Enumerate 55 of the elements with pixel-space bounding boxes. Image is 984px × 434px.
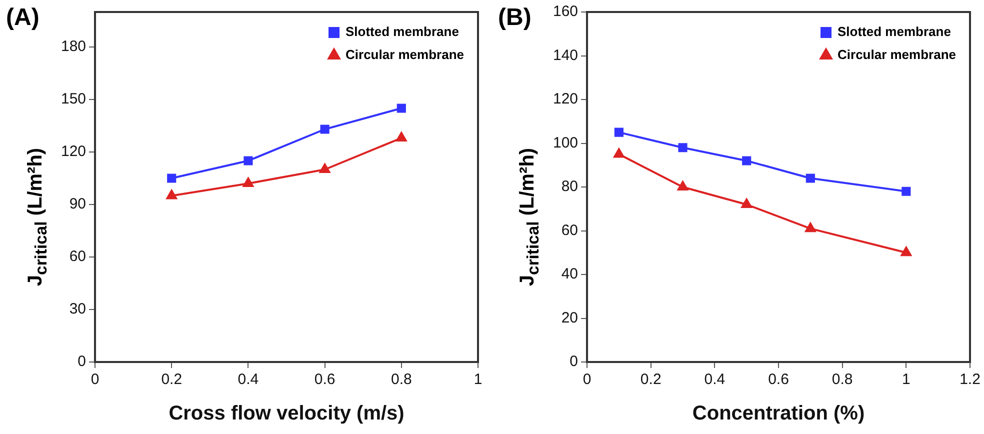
x-axis-title: Cross flow velocity (m/s)	[168, 402, 404, 425]
point	[806, 174, 815, 183]
x-axis-title: Concentration (%)	[692, 402, 865, 425]
y-tick-label: 40	[561, 266, 578, 283]
point	[614, 148, 624, 158]
point	[805, 222, 816, 232]
x-tick-label: 1.2	[960, 371, 980, 388]
y-tick-label: 80	[561, 178, 578, 196]
y-tick-label: 60	[561, 222, 578, 239]
point	[244, 156, 253, 166]
y-tick-label: 150	[60, 90, 86, 108]
x-tick-label: 0.4	[704, 371, 726, 388]
y-tick-label: 160	[552, 3, 578, 20]
x-tick-label: 0	[582, 371, 592, 388]
y-tick-label: 60	[69, 248, 86, 266]
x-tick-label: 0.4	[238, 371, 259, 388]
x-tick-label: 1	[474, 371, 482, 388]
y-tick-label: 0	[78, 353, 86, 370]
legend-label: Slotted membrane	[838, 24, 951, 40]
legend-label: Circular membrane	[346, 47, 464, 62]
x-tick-label: 0.8	[832, 371, 853, 388]
y-tick-label: 90	[69, 196, 86, 213]
point	[677, 181, 688, 190]
x-tick-label: 1	[902, 371, 910, 388]
y-tick-label: 140	[552, 46, 578, 64]
x-tick-label: 0.8	[390, 371, 412, 388]
y-tick-label: 100	[552, 134, 578, 152]
x-tick-label: 0.2	[640, 371, 662, 388]
point	[741, 198, 752, 208]
x-tick-label: 0.6	[768, 371, 789, 388]
legend-label: Circular membrane	[838, 47, 956, 62]
point	[166, 190, 177, 200]
y-tick-label: 0	[570, 353, 578, 370]
x-tick-label: 0	[90, 371, 100, 388]
point	[614, 128, 624, 137]
y-tick-label: 120	[552, 90, 578, 108]
point	[396, 104, 406, 113]
point	[742, 156, 752, 166]
x-tick-label: 0.2	[161, 371, 182, 388]
y-tick-label: 30	[69, 300, 86, 318]
point	[320, 124, 330, 134]
text: (B)	[498, 4, 532, 32]
legend-label: Slotted membrane	[346, 24, 459, 40]
point	[900, 246, 912, 256]
y-tick-label: 120	[60, 143, 86, 160]
point	[678, 143, 688, 152]
text: (A)	[6, 4, 40, 32]
y-tick-label: 180	[60, 38, 86, 56]
point	[396, 132, 407, 142]
point	[319, 164, 330, 173]
point	[902, 186, 911, 196]
point	[167, 174, 176, 183]
x-tick-label: 0.6	[314, 371, 336, 388]
point	[242, 178, 254, 187]
y-tick-label: 20	[561, 309, 578, 326]
